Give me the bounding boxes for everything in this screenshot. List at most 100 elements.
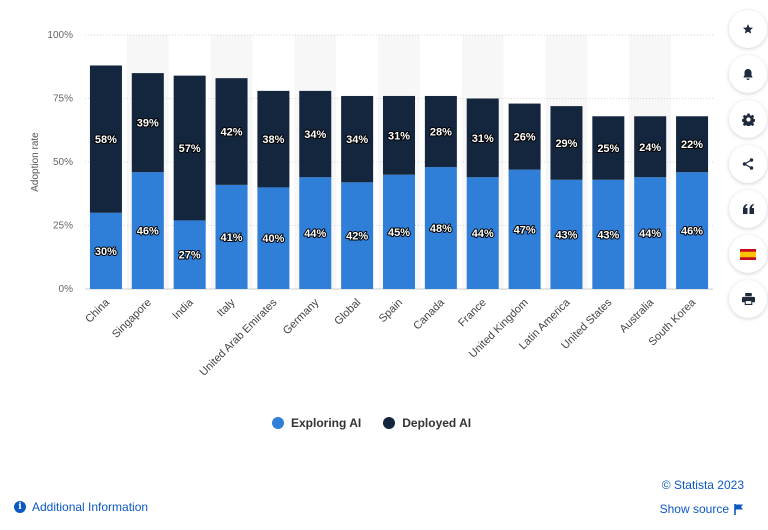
data-label: 48% <box>430 223 452 235</box>
bar-segment-exploring[interactable] <box>341 182 374 289</box>
y-axis-label: Adoption rate <box>30 132 41 192</box>
additional-information-link[interactable]: i Additional Information <box>14 500 148 514</box>
bar-segment-deployed[interactable] <box>466 98 499 178</box>
show-source-label: Show source <box>659 502 729 516</box>
y-tick-label: 100% <box>47 30 73 41</box>
print-button[interactable] <box>729 280 767 318</box>
quote-icon <box>743 204 754 214</box>
bar-segment-deployed[interactable] <box>341 95 374 183</box>
data-label: 43% <box>597 229 619 241</box>
data-label: 22% <box>681 139 703 151</box>
data-label: 42% <box>346 231 368 243</box>
bar-segment-exploring[interactable] <box>424 167 457 289</box>
legend: Exploring AI Deployed AI <box>272 416 471 430</box>
share-icon <box>742 158 754 170</box>
bar-segment-deployed[interactable] <box>383 95 415 175</box>
bar-segment-deployed[interactable] <box>424 95 457 168</box>
bar-segment-exploring[interactable] <box>550 179 583 289</box>
data-label: 45% <box>388 227 410 239</box>
y-tick-label: 0% <box>59 284 74 295</box>
copyright-link[interactable]: © Statista 2023 <box>661 478 744 492</box>
bar-segment-exploring[interactable] <box>508 169 541 289</box>
data-label: 58% <box>95 134 117 146</box>
bar-segment-exploring[interactable] <box>383 174 415 289</box>
legend-swatch-deployed-ai <box>383 417 396 429</box>
bar-segment-exploring[interactable] <box>257 187 290 289</box>
bar-segment-exploring[interactable] <box>466 177 499 289</box>
show-source-link[interactable]: Show source <box>660 502 744 516</box>
bell-icon <box>743 68 753 80</box>
data-label: 28% <box>430 127 452 139</box>
bar-segment-exploring[interactable] <box>676 172 709 289</box>
bar-segment-deployed[interactable] <box>257 90 290 188</box>
data-label: 40% <box>262 233 284 245</box>
x-tick-label: Global <box>332 297 363 328</box>
print-icon <box>741 293 755 305</box>
bar-segment-deployed[interactable] <box>131 73 164 173</box>
legend-label-exploring-ai: Exploring AI <box>291 416 362 430</box>
data-label: 39% <box>137 118 159 130</box>
chart-toolbar <box>728 10 768 325</box>
flag-icon <box>734 503 743 515</box>
x-tick-label: India <box>170 296 196 322</box>
x-tick-label: Italy <box>215 296 238 319</box>
data-label: 38% <box>262 134 284 146</box>
bar-segment-exploring[interactable] <box>89 212 122 289</box>
bar-segment-exploring[interactable] <box>173 220 206 289</box>
bar-segment-exploring[interactable] <box>215 184 248 289</box>
y-tick-label: 25% <box>53 221 73 232</box>
notification-button[interactable] <box>729 55 767 93</box>
x-tick-label: China <box>83 296 112 325</box>
data-label: 24% <box>639 142 661 154</box>
data-label: 46% <box>681 226 703 238</box>
data-label: 29% <box>555 138 577 150</box>
info-icon: i <box>14 501 26 513</box>
x-tick-label: Australia <box>618 296 657 335</box>
x-tick-label: Canada <box>411 296 447 332</box>
data-label: 26% <box>514 132 536 144</box>
data-label: 44% <box>639 228 661 240</box>
x-tick-label: France <box>456 297 489 330</box>
settings-button[interactable] <box>729 100 767 138</box>
data-label: 42% <box>221 127 243 139</box>
data-label: 31% <box>388 130 410 142</box>
data-label: 27% <box>179 250 201 262</box>
x-tick-label: Singapore <box>110 297 154 341</box>
legend-swatch-exploring-ai <box>272 417 284 429</box>
y-tick-label: 75% <box>53 94 73 105</box>
gear-icon <box>741 113 755 126</box>
data-label: 44% <box>472 228 494 240</box>
x-tick-label: Germany <box>281 296 322 337</box>
favorite-button[interactable] <box>729 10 767 48</box>
bar-segment-exploring[interactable] <box>634 177 667 289</box>
flag-spain-icon <box>740 248 756 260</box>
data-label: 43% <box>555 229 577 241</box>
data-label: 57% <box>179 143 201 155</box>
bar-segment-deployed[interactable] <box>550 106 583 180</box>
additional-information-label: Additional Information <box>32 500 149 514</box>
legend-label-deployed-ai: Deployed AI <box>402 416 472 430</box>
legend-item-exploring-ai[interactable]: Exploring AI <box>272 416 361 430</box>
x-tick-label: United Arab Emirates <box>198 296 280 378</box>
bar-segment-deployed[interactable] <box>299 90 332 178</box>
language-button[interactable] <box>729 235 767 273</box>
data-label: 30% <box>95 246 117 258</box>
bar-segment-deployed[interactable] <box>215 78 248 185</box>
bar-segment-deployed[interactable] <box>592 116 625 180</box>
legend-item-deployed-ai[interactable]: Deployed AI <box>383 416 471 430</box>
x-tick-label: Spain <box>377 297 405 325</box>
bar-segment-exploring[interactable] <box>299 177 332 289</box>
bar-segment-deployed[interactable] <box>508 103 541 170</box>
data-label: 34% <box>304 129 326 141</box>
bar-segment-deployed[interactable] <box>89 65 122 213</box>
share-button[interactable] <box>729 145 767 183</box>
bar-chart: 0% 25% 50% 75% 100% Adoption rate 30% 58% China 4… <box>30 30 713 379</box>
bar-segment-deployed[interactable] <box>173 75 206 221</box>
cite-button[interactable] <box>729 190 767 228</box>
bar-segment-deployed[interactable] <box>676 116 709 173</box>
data-label: 25% <box>597 143 619 155</box>
y-tick-label: 50% <box>53 157 73 168</box>
bar-segment-exploring[interactable] <box>131 172 164 289</box>
bar-segment-deployed[interactable] <box>634 116 667 178</box>
bar-segment-exploring[interactable] <box>592 179 625 289</box>
